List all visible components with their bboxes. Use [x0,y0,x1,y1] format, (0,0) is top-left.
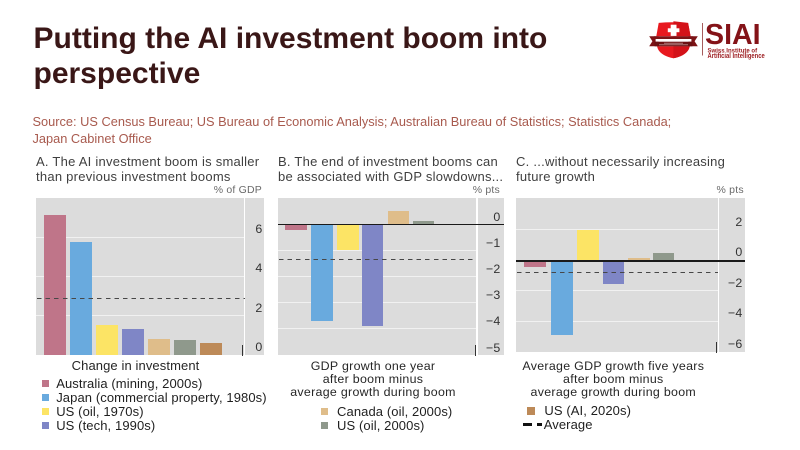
svg-text:Swiss Institute of: Swiss Institute of [708,47,759,54]
svg-text:Artificial Intelligence: Artificial Intelligence [708,53,766,61]
svg-text:SIAI: SIAI [705,19,761,51]
